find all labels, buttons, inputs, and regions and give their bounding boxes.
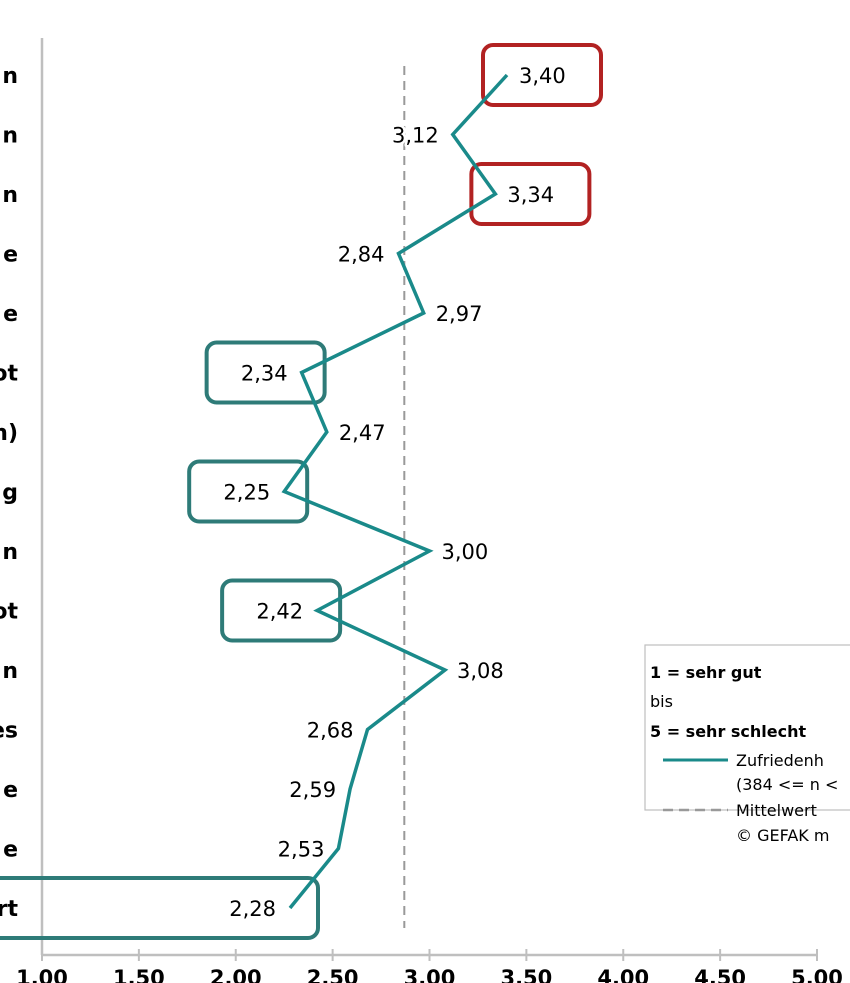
category-label: e (3, 838, 18, 863)
data-label: 2,68 (307, 719, 354, 743)
x-tick-label: 1,00 (16, 966, 68, 983)
data-label: 2,97 (436, 302, 483, 326)
category-label: n (2, 64, 18, 89)
data-label: 3,08 (457, 659, 504, 683)
data-label: 2,47 (339, 421, 386, 445)
x-tick-labels: 1,00 1,50 2,00 2,50 3,00 3,50 4,00 4,50 5,00 (16, 966, 843, 983)
x-tick-label: 1,50 (113, 966, 165, 983)
legend-scale-bis: bis (650, 692, 673, 711)
legend-series-label: Zufriedenh (736, 751, 824, 770)
data-label: 3,00 (442, 540, 489, 564)
highlight-box-high (469, 162, 592, 226)
category-label: rt (0, 897, 18, 922)
category-label: e (3, 302, 18, 327)
category-label: n (2, 659, 18, 684)
category-label: es (0, 719, 18, 744)
x-tick-label: 2,00 (210, 966, 262, 983)
data-label: 2,34 (241, 362, 288, 386)
highlight-box-low (187, 459, 310, 524)
category-label: ot (0, 600, 18, 625)
highlight-box-low (0, 876, 320, 940)
x-tick-label: 3,50 (500, 966, 552, 983)
legend: 1 = sehr gut bis 5 = sehr schlecht Zufri… (644, 644, 850, 845)
x-tick-label: 5,00 (791, 966, 843, 983)
category-label: ot (0, 362, 18, 387)
legend-box (644, 644, 850, 811)
data-label: 2,84 (338, 243, 385, 267)
data-label: 3,12 (392, 124, 439, 148)
series-lines (281, 73, 509, 910)
category-label: e (3, 778, 18, 803)
highlight-box-high (481, 43, 603, 107)
highlight-box-low (220, 578, 343, 643)
highlight-box-low (204, 340, 327, 405)
x-tick-label: 2,50 (307, 966, 359, 983)
legend-scale-top: 1 = sehr gut (650, 663, 762, 682)
data-label: 2,53 (278, 838, 325, 862)
category-label: e (3, 243, 18, 268)
data-labels: 3,40 3,12 3,34 2,84 2,97 2,34 2,47 2,25 3,00 2,42… (221, 62, 568, 924)
axes (40, 38, 818, 961)
category-label: n) (0, 421, 18, 446)
x-tick-label: 3,00 (404, 966, 456, 983)
category-label: n (2, 540, 18, 565)
legend-series-sub: (384 <= n < (736, 775, 838, 794)
legend-copyright: © GEFAK m (736, 826, 829, 845)
legend-mean-label: Mittelwert (736, 801, 817, 820)
highlight-boxes (0, 43, 603, 940)
x-tick-label: 4,50 (694, 966, 746, 983)
category-labels: n n n e e ot n) g n ot n es e e rt (0, 64, 18, 922)
data-label: 2,25 (223, 481, 270, 505)
category-label: g (2, 481, 18, 506)
data-label: 2,59 (289, 778, 336, 802)
category-label: n (2, 183, 18, 208)
data-label: 2,28 (229, 897, 276, 921)
category-label: n (2, 124, 18, 149)
legend-scale-bottom: 5 = sehr schlecht (650, 722, 807, 741)
data-label: 3,34 (507, 183, 554, 207)
data-label: 2,42 (256, 600, 303, 624)
series-line (281, 73, 509, 910)
data-label: 3,40 (519, 64, 566, 88)
x-tick-label: 4,00 (597, 966, 649, 983)
